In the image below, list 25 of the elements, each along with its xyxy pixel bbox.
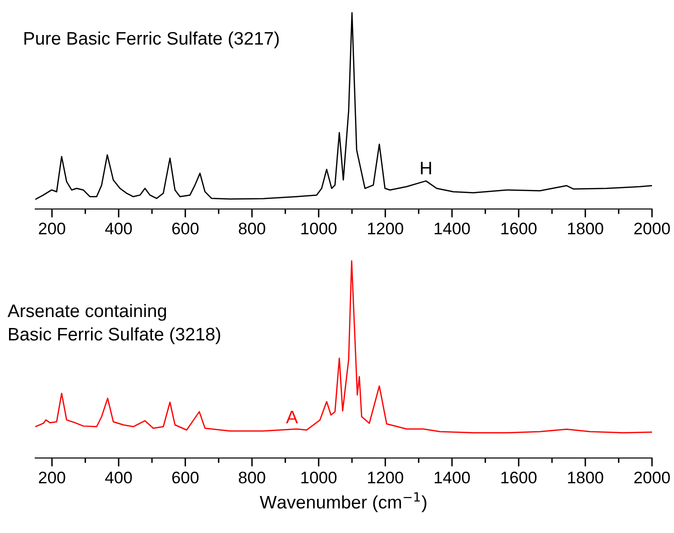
x-tick-label: 1600 — [501, 472, 537, 484]
x-tick-label: 1200 — [368, 222, 404, 234]
annotation: A — [286, 410, 298, 424]
annotation: H — [420, 162, 432, 174]
x-tick-label: 400 — [105, 472, 132, 484]
x-tick-label: 600 — [172, 222, 199, 234]
text: Arsenate containing Basic Ferric Sulfate (3218) — [8, 304, 220, 344]
x-tick-label: 1800 — [568, 472, 604, 484]
x-tick-label: 2000 — [634, 222, 670, 234]
x-tick-label: 1200 — [368, 472, 404, 484]
x-tick-label: 1600 — [501, 222, 537, 234]
x-tick-label: 800 — [238, 222, 266, 234]
x-tick-label: 1000 — [301, 472, 337, 484]
x-tick-label: 1400 — [434, 222, 470, 234]
x-tick-label: 200 — [38, 222, 66, 234]
x-tick-label: 600 — [172, 472, 199, 484]
x-tick-label: 800 — [238, 472, 266, 484]
x-tick-label: 1400 — [434, 472, 470, 484]
x-tick-label: 2000 — [634, 472, 670, 484]
x-tick-label: 1800 — [568, 222, 604, 234]
x-tick-label: 1000 — [301, 222, 337, 234]
text: Pure Basic Ferric Sulfate (3217) — [24, 31, 279, 48]
x-tick-label: 400 — [105, 222, 132, 234]
x-axis-title: Wavenumber (cm$^{−1}$) — [260, 492, 426, 512]
x-tick-label: 200 — [38, 472, 66, 484]
